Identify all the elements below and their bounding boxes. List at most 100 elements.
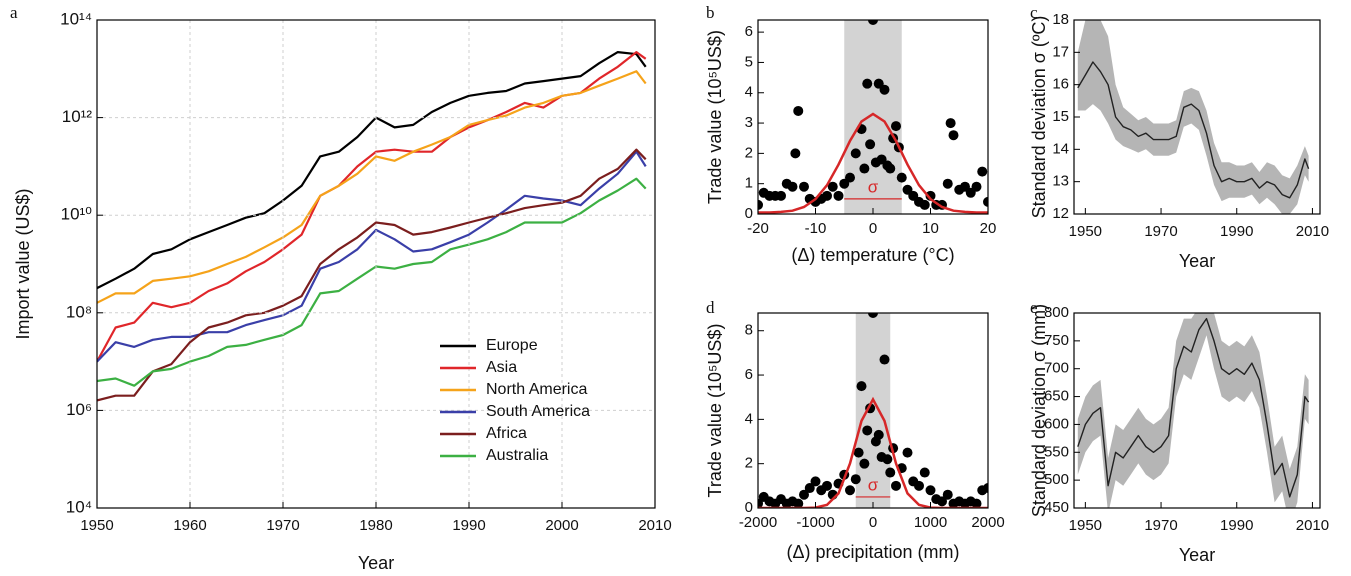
legend-label: South America — [486, 403, 590, 420]
y-tick-label: 10¹² — [62, 107, 93, 126]
panel-label: c — [1030, 3, 1038, 22]
scatter-point — [865, 139, 876, 150]
scatter-point — [948, 130, 959, 141]
y-tick-label: 12 — [1052, 205, 1069, 222]
panel-label: a — [10, 3, 18, 22]
x-tick-label: 1970 — [266, 517, 299, 534]
scatter-point — [925, 190, 936, 201]
y-tick-label: 6 — [745, 366, 753, 383]
sigma-band — [844, 20, 902, 214]
series-line — [1077, 317, 1310, 498]
scatter-point — [977, 166, 988, 177]
gaussian-fit — [758, 396, 988, 508]
y-axis-label: Standard deviation σ (mm) — [1029, 304, 1049, 517]
legend-label: Europe — [486, 337, 538, 354]
scatter-point — [856, 381, 867, 392]
y-tick-label: 500 — [1044, 471, 1069, 488]
series-line — [97, 51, 647, 290]
legend-label: Australia — [486, 447, 548, 464]
scatter-point — [787, 181, 798, 192]
y-tick-label: 16 — [1052, 76, 1069, 93]
scatter-point — [850, 474, 861, 485]
plot-area — [1077, 20, 1310, 214]
y-tick-label: 1 — [745, 175, 753, 192]
x-tick-label: 1980 — [359, 517, 392, 534]
x-axis-label: (Δ) precipitation (mm) — [786, 542, 959, 562]
scatter-point — [902, 447, 913, 458]
scatter-point — [896, 172, 907, 183]
x-tick-label: 2010 — [1296, 517, 1329, 534]
y-tick-label: 4 — [745, 410, 753, 427]
axes-frame — [1073, 312, 1321, 509]
scatter-point — [868, 313, 878, 318]
x-tick-label: 1960 — [173, 517, 206, 534]
series-line — [97, 51, 647, 363]
sigma-label: σ — [868, 177, 879, 196]
scatter-point — [925, 485, 936, 496]
scatter-point — [799, 181, 809, 192]
x-axis-label: Year — [1179, 251, 1215, 271]
y-axis-label: Trade value (10⁵US$) — [705, 30, 725, 204]
scatter-point — [804, 483, 815, 494]
scatter-point — [882, 454, 893, 465]
scatter-point — [937, 496, 947, 507]
x-tick-label: 2000 — [545, 517, 578, 534]
scatter-point — [885, 163, 896, 174]
scatter-point — [850, 148, 861, 159]
y-tick-label: 10⁶ — [66, 400, 92, 419]
x-tick-label: 20 — [980, 220, 997, 237]
series-line — [97, 150, 647, 363]
x-tick-label: 0 — [869, 514, 877, 531]
scatter-point — [799, 489, 809, 500]
scatter-point — [945, 118, 956, 129]
y-tick-label: 800 — [1044, 304, 1069, 321]
y-tick-label: 750 — [1044, 332, 1069, 349]
y-tick-label: 450 — [1044, 499, 1069, 516]
x-tick-label: 1990 — [452, 517, 485, 534]
scatter-point — [853, 447, 864, 458]
scatter-point — [914, 480, 924, 491]
scatter-point — [971, 181, 982, 192]
sigma-label: σ — [868, 475, 879, 494]
legend-label: Asia — [486, 359, 517, 376]
y-tick-label: 0 — [745, 205, 753, 222]
x-tick-label: 1950 — [1069, 517, 1102, 534]
y-tick-label: 10⁸ — [66, 302, 92, 321]
plot-area — [97, 51, 647, 402]
y-tick-label: 3 — [745, 114, 753, 131]
scatter-point — [862, 78, 873, 89]
x-tick-label: 2010 — [638, 517, 671, 534]
scatter-point — [942, 489, 953, 500]
x-tick-label: 1950 — [80, 517, 113, 534]
scatter-point — [942, 178, 953, 189]
y-tick-label: 8 — [745, 322, 753, 339]
y-axis-label: Standard deviation σ (ºC) — [1029, 16, 1049, 219]
y-tick-label: 10⁴ — [66, 497, 92, 516]
x-axis-label: Year — [1179, 545, 1215, 565]
y-tick-label: 4 — [745, 84, 753, 101]
scatter-point — [790, 148, 801, 159]
scatter-point — [862, 425, 873, 436]
panel-label: b — [706, 3, 715, 22]
scatter-point — [822, 190, 832, 201]
legend-label: Africa — [486, 425, 527, 442]
x-tick-label: -20 — [747, 220, 769, 237]
x-tick-label: 2000 — [971, 514, 1004, 531]
panel-label: d — [706, 298, 715, 317]
x-tick-label: 0 — [869, 220, 877, 237]
plot-area — [1077, 313, 1310, 508]
scatter-point — [845, 485, 855, 496]
y-tick-label: 14 — [1052, 140, 1069, 157]
x-tick-label: 2010 — [1296, 223, 1329, 240]
y-tick-label: 2 — [745, 455, 753, 472]
x-axis-label: (Δ) temperature (°C) — [791, 245, 954, 265]
scatter-point — [919, 467, 930, 478]
scatter-point — [891, 121, 901, 132]
y-tick-label: 13 — [1052, 173, 1069, 190]
plot-area — [758, 313, 988, 508]
scatter-point — [793, 498, 804, 508]
plot-area — [758, 20, 988, 214]
scatter-point — [983, 196, 988, 207]
